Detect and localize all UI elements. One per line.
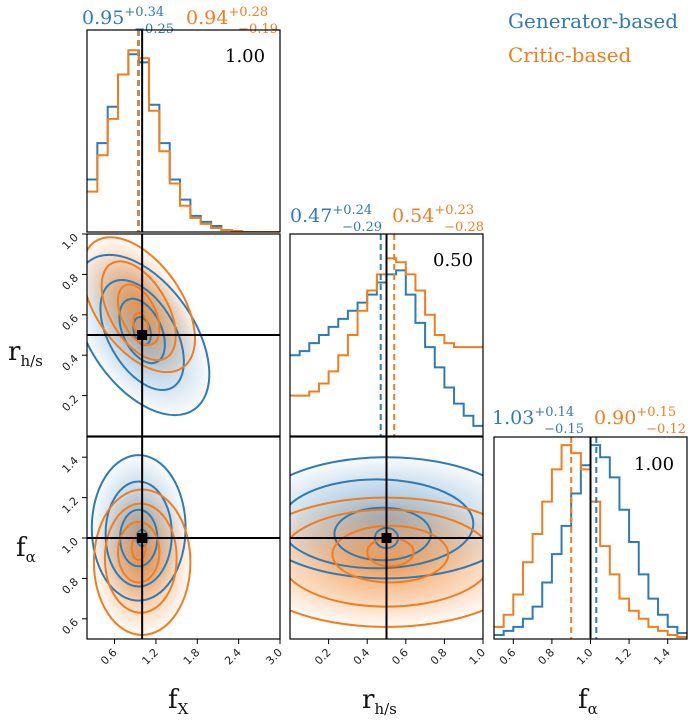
hist-panel-fX bbox=[87, 30, 280, 232]
xlabel-rhs-main: r bbox=[362, 685, 375, 715]
stat-fx-gen-plus: +0.34 bbox=[124, 5, 164, 20]
contour-fX-falpha-critic-2 bbox=[103, 502, 178, 614]
stat-rhs-critic: 0.54+0.23 −0.28 bbox=[392, 203, 484, 235]
xtick-label-rhs-3: 0.8 bbox=[428, 646, 450, 668]
coverage-rhs: 0.50 bbox=[433, 250, 473, 271]
hist-panel-rhs bbox=[290, 234, 483, 436]
ylabel-rhs-main: r bbox=[8, 337, 21, 367]
stat-rhs-crit-minus: −0.28 bbox=[444, 220, 484, 235]
hist-panel-falpha bbox=[494, 437, 687, 639]
xlabel-rhs-sub: h/s bbox=[374, 700, 396, 718]
contour-fX-falpha-generator-2 bbox=[104, 480, 173, 588]
legend-generator: Generator-based bbox=[508, 9, 678, 33]
contour-fX-rhs-critic-3 bbox=[87, 236, 196, 374]
stat-falpha-gen-plus: +0.14 bbox=[534, 405, 574, 420]
xlabel-falpha: fα bbox=[578, 685, 598, 718]
stat-fx-gen-median: 0.95 bbox=[82, 7, 124, 29]
ytick-label-rhs-3: 0.8 bbox=[60, 271, 82, 293]
xtick-label-fX-0: 0.6 bbox=[98, 646, 120, 668]
stat-fx-generator: 0.95+0.34 −0.25 bbox=[82, 5, 174, 37]
stat-falpha-crit-plus: +0.15 bbox=[636, 405, 676, 420]
xtick-label-falpha-3: 1.2 bbox=[613, 646, 635, 668]
ytick-label-rhs-4: 1.0 bbox=[60, 231, 82, 253]
xlabel-falpha-main: f bbox=[578, 685, 590, 715]
panel-frame-2-1 bbox=[289, 436, 484, 640]
truth-marker-fX-falpha bbox=[137, 533, 148, 543]
contour-rhs-falpha-critic-1 bbox=[331, 524, 450, 584]
stat-fx-crit-median: 0.94 bbox=[186, 7, 228, 29]
density-fX-rhs-critic bbox=[87, 234, 198, 376]
coverage-falpha: 1.00 bbox=[634, 454, 674, 475]
truth-marker-fX-rhs bbox=[137, 330, 148, 340]
hist-fX-critic bbox=[87, 49, 280, 232]
ytick-label-falpha-3: 1.2 bbox=[60, 495, 82, 517]
xtick-label-rhs-2: 0.6 bbox=[389, 646, 411, 668]
xtick-label-rhs-0: 0.2 bbox=[312, 646, 334, 668]
contour-fX-rhs-critic-1 bbox=[116, 283, 161, 346]
ytick-label-falpha-0: 0.6 bbox=[60, 616, 82, 638]
panel-frame-1-1 bbox=[289, 233, 484, 437]
xtick-label-falpha-4: 1.4 bbox=[651, 646, 673, 668]
xtick-label-rhs-4: 1.0 bbox=[467, 646, 489, 668]
xlabel-rhs: rh/s bbox=[362, 685, 397, 718]
stat-fx-crit-plus: +0.28 bbox=[228, 5, 268, 20]
stat-falpha-crit-median: 0.90 bbox=[594, 407, 636, 429]
panels: 0.6 1.2 1.8 2.4 3.0 0.2 0.4 0.6 0.8 1.0 0.6 0.8 1.0 1… bbox=[60, 29, 688, 668]
stat-rhs-gen-median: 0.47 bbox=[290, 205, 332, 227]
ytick-label-falpha-2: 1.0 bbox=[60, 535, 82, 557]
contour-panel-fX-rhs bbox=[87, 234, 280, 436]
ytick-label-rhs-2: 0.6 bbox=[60, 312, 82, 334]
legend-critic: Critic-based bbox=[508, 43, 631, 67]
xtick-label-falpha-2: 1.0 bbox=[574, 646, 596, 668]
xlabel-falpha-sub: α bbox=[588, 700, 598, 718]
panel-frame-1-0 bbox=[86, 233, 281, 437]
stat-falpha-crit-minus: −0.12 bbox=[646, 422, 686, 437]
truth-marker-rhs-falpha bbox=[381, 533, 392, 543]
xlabel-fx-main: f bbox=[168, 685, 180, 715]
xtick-label-falpha-0: 0.6 bbox=[497, 646, 519, 668]
xtick-label-falpha-1: 0.8 bbox=[535, 646, 557, 668]
stat-falpha-generator: 1.03+0.14 −0.15 bbox=[492, 405, 584, 437]
stat-rhs-crit-median: 0.54 bbox=[392, 205, 434, 227]
contour-fX-rhs-critic-2 bbox=[100, 260, 177, 362]
xtick-label-fX-4: 3.0 bbox=[264, 646, 286, 668]
ytick-label-rhs-1: 0.4 bbox=[60, 352, 82, 374]
contour-fX-falpha-critic-1 bbox=[117, 520, 161, 584]
xtick-label-fX-2: 1.8 bbox=[181, 646, 203, 668]
ylabel-falpha: fα bbox=[16, 533, 36, 566]
contour-rhs-falpha-generator-2 bbox=[290, 478, 475, 570]
stat-fx-critic: 0.94+0.28 −0.19 bbox=[186, 5, 278, 37]
xlabel-fx: fX bbox=[168, 685, 189, 718]
stat-falpha-gen-minus: −0.15 bbox=[544, 422, 584, 437]
panel-frame-0-0 bbox=[86, 29, 281, 233]
contour-panel-fX-falpha bbox=[87, 437, 280, 639]
ylabel-rhs-sub: h/s bbox=[20, 352, 42, 370]
ylabel-falpha-main: f bbox=[16, 533, 28, 563]
stat-falpha-gen-median: 1.03 bbox=[492, 407, 534, 429]
contour-fX-rhs-generator-2 bbox=[99, 278, 185, 392]
stat-rhs-crit-plus: +0.23 bbox=[434, 203, 474, 218]
contour-fX-rhs-generator-3 bbox=[87, 253, 211, 417]
ylabel-rhs: rh/s bbox=[8, 337, 43, 370]
stat-rhs-gen-minus: −0.29 bbox=[342, 220, 382, 235]
xlabel-fx-sub: X bbox=[178, 700, 189, 718]
ytick-label-falpha-1: 0.8 bbox=[60, 575, 82, 597]
xtick-label-rhs-1: 0.4 bbox=[351, 646, 373, 668]
xtick-label-fX-1: 1.2 bbox=[139, 646, 161, 668]
stat-falpha-critic: 0.90+0.15 −0.12 bbox=[594, 405, 686, 437]
ytick-label-rhs-0: 0.2 bbox=[60, 393, 82, 415]
stat-rhs-gen-plus: +0.24 bbox=[332, 203, 372, 218]
coverage-fx: 1.00 bbox=[225, 46, 265, 67]
contour-panel-rhs-falpha bbox=[290, 437, 483, 639]
ylabel-falpha-sub: α bbox=[26, 548, 36, 566]
stat-rhs-generator: 0.47+0.24 −0.29 bbox=[290, 203, 382, 235]
ytick-label-falpha-4: 1.4 bbox=[60, 454, 82, 476]
xtick-label-fX-3: 2.4 bbox=[222, 646, 244, 668]
